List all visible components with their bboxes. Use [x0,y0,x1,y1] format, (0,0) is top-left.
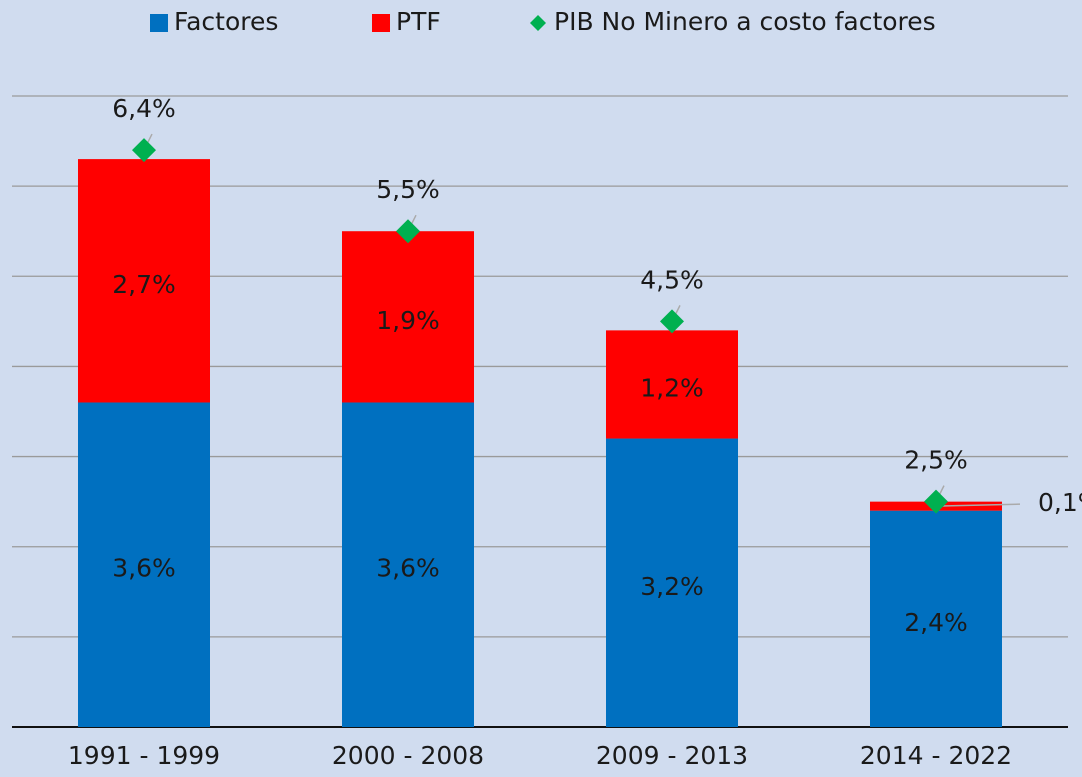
legend-swatch [150,14,168,32]
bar-segment [342,231,474,403]
leader-line [935,503,1021,507]
bar-segment [342,402,474,727]
data-label: 0,1% [1038,488,1082,517]
bar-segment [870,510,1002,727]
data-label: 3,2% [640,572,704,601]
data-label: 1,9% [376,306,440,335]
legend-label: Factores [174,7,278,36]
marker [924,489,948,514]
marker [132,138,156,163]
data-label: 2,7% [112,270,176,299]
data-label: 4,5% [640,265,704,294]
data-label: 2,5% [904,446,968,475]
bar-segment [606,438,738,727]
bar-segment [78,402,210,727]
legend-label: PIB No Minero a costo factores [554,7,936,36]
x-tick-label: 1991 - 1999 [68,741,220,770]
data-label: 3,6% [112,554,176,583]
data-label: 1,2% [640,373,704,402]
bar-segment [78,159,210,403]
marker [660,309,684,334]
x-tick-label: 2014 - 2022 [860,741,1012,770]
data-label: 5,5% [376,175,440,204]
x-tick-label: 2009 - 2013 [596,741,748,770]
legend-swatch [372,14,390,32]
legend-label: PTF [396,7,441,36]
data-label: 2,4% [904,608,968,637]
data-label: 3,6% [376,554,440,583]
marker [396,219,420,244]
legend-marker [530,15,546,31]
bar-segment [606,330,738,439]
data-label: 6,4% [112,94,176,123]
x-tick-label: 2000 - 2008 [332,741,484,770]
